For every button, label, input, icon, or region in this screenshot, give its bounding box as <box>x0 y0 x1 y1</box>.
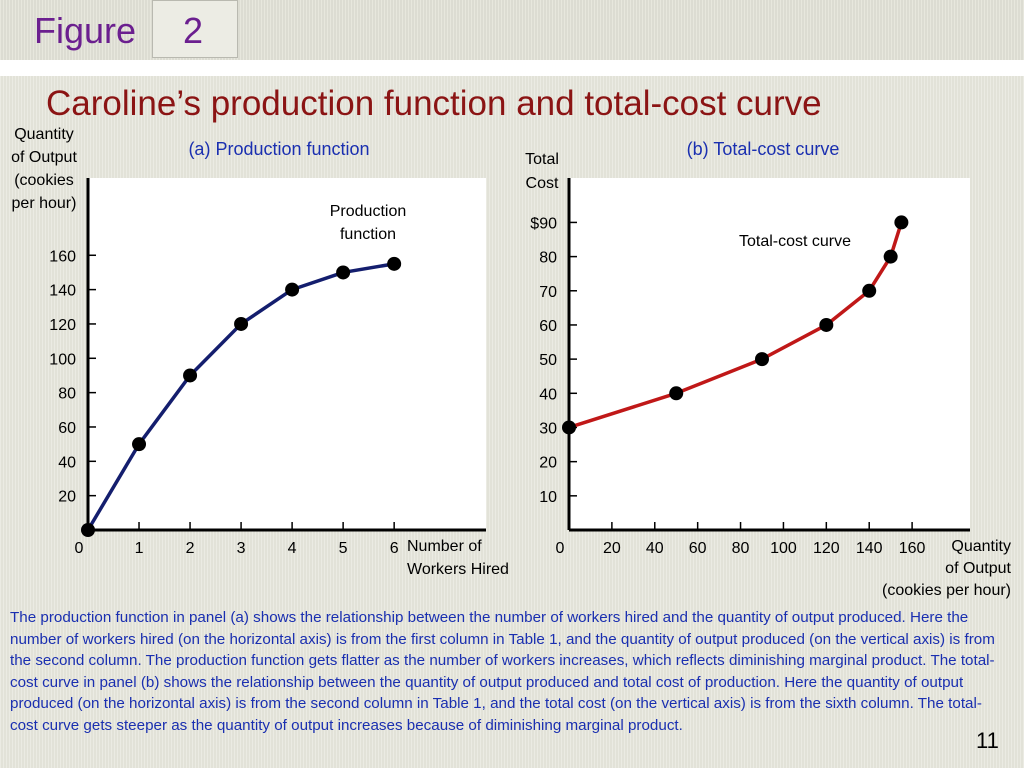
data-point <box>819 317 834 332</box>
y-tick-label: 20 <box>539 455 557 472</box>
x-axis-label: (cookies per hour) <box>882 582 1011 599</box>
data-point <box>234 316 249 331</box>
y-axis-label: per hour) <box>12 195 77 212</box>
x-tick-label: 80 <box>732 540 750 557</box>
data-point <box>336 265 351 280</box>
y-tick-label: 50 <box>539 352 557 369</box>
x-tick-label: 6 <box>390 540 399 557</box>
y-tick-label: 160 <box>49 248 76 265</box>
x-axis-label: Workers Hired <box>407 561 509 578</box>
x-axis-label: Quantity <box>951 538 1011 555</box>
curve-label: Production <box>330 203 407 220</box>
data-point <box>81 523 95 537</box>
x-tick-label: 0 <box>75 540 84 557</box>
slide-title: Caroline’s production function and total… <box>46 84 822 123</box>
curve-label: function <box>340 226 396 243</box>
x-tick-label: 100 <box>770 540 797 557</box>
slide-caption: The production function in panel (a) sho… <box>10 609 995 734</box>
y-tick-label: 80 <box>539 250 557 267</box>
x-tick-label: 160 <box>899 540 926 557</box>
y-axis-label: Total <box>525 151 559 168</box>
y-tick-label: 100 <box>49 351 76 368</box>
y-tick-label: 40 <box>539 386 557 403</box>
chart-title: (a) Production function <box>188 139 369 159</box>
x-tick-label: 40 <box>646 540 664 557</box>
y-tick-label: 80 <box>58 386 76 403</box>
y-tick-label: 70 <box>539 284 557 301</box>
x-tick-label: 4 <box>288 540 297 557</box>
curve-label: Total-cost curve <box>739 233 851 250</box>
plot-area <box>88 178 486 530</box>
x-tick-label: 140 <box>856 540 883 557</box>
y-axis-label: (cookies <box>14 172 74 189</box>
production-function-chart: (a) Production function20406080100120140… <box>11 126 509 578</box>
data-point <box>669 386 684 401</box>
y-tick-label: 30 <box>539 420 557 437</box>
y-tick-label: 140 <box>49 283 76 300</box>
y-tick-label: 10 <box>539 489 557 506</box>
x-axis-label: Number of <box>407 538 482 555</box>
data-point <box>562 420 576 435</box>
y-axis-label: Quantity <box>14 126 74 143</box>
data-point <box>862 283 877 298</box>
x-tick-label: 120 <box>813 540 840 557</box>
total-cost-chart: (b) Total-cost curve 10 20 30 40 50 60 70 80 $90 0… <box>525 139 1011 599</box>
chart-title: (b) Total-cost curve <box>687 139 840 159</box>
figure-number-box <box>152 0 238 58</box>
x-axis-label: of Output <box>945 560 1011 577</box>
data-point <box>387 256 402 271</box>
x-tick-label: 0 <box>556 540 565 557</box>
y-tick-label: 120 <box>49 317 76 334</box>
figure-number: 2 <box>183 10 204 51</box>
data-point <box>183 368 198 383</box>
x-tick-label: 2 <box>186 540 195 557</box>
y-tick-label: 20 <box>58 489 76 506</box>
x-tick-label: 20 <box>603 540 621 557</box>
page-number: 11 <box>976 728 999 753</box>
x-tick-label: 60 <box>689 540 707 557</box>
data-point <box>883 249 898 264</box>
y-tick-label: 60 <box>539 318 557 335</box>
data-point <box>754 352 769 367</box>
x-tick-label: 1 <box>135 540 144 557</box>
y-tick-label: 60 <box>58 420 76 437</box>
x-tick-label: 3 <box>237 540 246 557</box>
x-tick-label: 5 <box>339 540 348 557</box>
header-divider <box>0 60 1024 76</box>
data-point <box>894 215 909 230</box>
y-axis-label: of Output <box>11 149 77 166</box>
y-tick-label: $90 <box>530 215 557 232</box>
y-axis-label: Cost <box>526 175 559 192</box>
data-point <box>132 437 147 452</box>
figure-label: Figure <box>34 10 137 51</box>
y-tick-label: 40 <box>58 454 76 471</box>
data-point <box>285 282 300 297</box>
